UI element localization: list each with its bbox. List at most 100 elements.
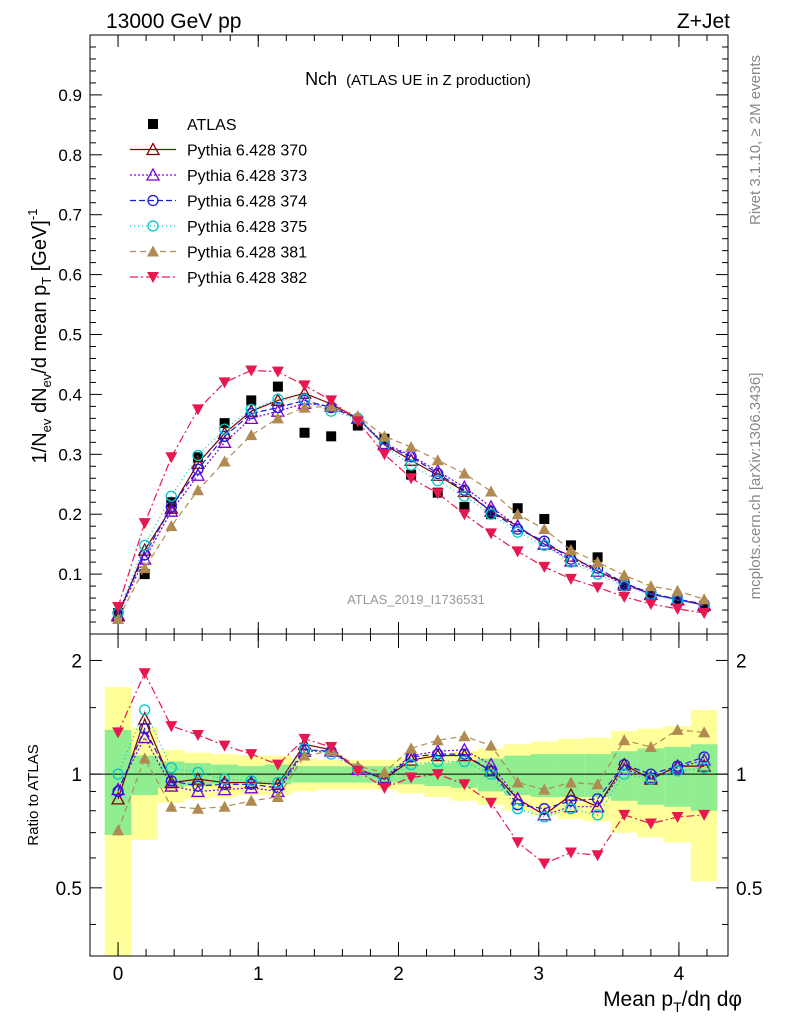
data-point — [618, 580, 630, 592]
main-frame — [89, 34, 729, 635]
ylabel-sup: -1 — [25, 209, 40, 221]
band-inner — [477, 758, 505, 792]
data-point — [139, 569, 150, 580]
data-point — [218, 423, 231, 435]
ylabel-sub: T — [39, 277, 54, 285]
legend-marker — [147, 272, 159, 283]
ratio-point — [190, 784, 206, 798]
data-point — [485, 505, 497, 517]
data-point — [564, 544, 577, 556]
data-point — [644, 599, 657, 611]
data-point — [139, 539, 151, 551]
band-inner — [158, 761, 185, 788]
data-point — [511, 546, 524, 558]
ratio-ylabel: Ratio to ATLAS — [25, 744, 42, 845]
data-point — [698, 608, 711, 620]
ylabel-sub: ev — [39, 418, 54, 432]
data-point — [591, 556, 604, 568]
ratio-point — [645, 773, 657, 785]
data-point — [539, 513, 550, 524]
ratio-point — [431, 734, 444, 746]
data-point — [671, 603, 684, 615]
ratio-point — [165, 800, 178, 812]
ratio-point — [271, 759, 284, 771]
ratio-point — [511, 837, 524, 849]
x-tick-label: 0 — [113, 964, 124, 985]
x-tick-label: 3 — [533, 964, 544, 985]
header-left: 13000 GeV pp — [106, 10, 241, 33]
data-point — [192, 449, 204, 462]
ratio-point — [405, 742, 418, 754]
ratio-point — [591, 809, 604, 821]
legend-marker — [145, 167, 161, 181]
ylabel-sub: ev — [39, 373, 54, 387]
band-inner — [664, 746, 691, 807]
ratio-point — [218, 800, 231, 812]
ratio-point — [458, 730, 471, 742]
ratio-point — [139, 722, 151, 735]
data-point — [432, 467, 444, 480]
ratio-point — [643, 770, 658, 784]
legend-marker — [147, 220, 159, 232]
data-point — [246, 395, 257, 406]
ratio-point — [245, 749, 258, 761]
xlabel-sub: T — [673, 999, 682, 1015]
data-point — [432, 475, 444, 487]
legend-marker — [147, 245, 159, 257]
ratio-point — [485, 765, 497, 777]
ratio-series-4 — [112, 723, 711, 836]
ratio-point — [244, 780, 259, 794]
ratio-point — [110, 791, 126, 805]
ratio-point — [458, 779, 471, 791]
data-point — [138, 518, 151, 530]
xlabel-part: /dη dφ — [682, 988, 742, 1011]
data-point — [192, 463, 204, 475]
data-point — [458, 467, 471, 479]
data-point — [404, 452, 419, 466]
ratio-point — [644, 740, 657, 752]
ratio-point — [538, 803, 550, 815]
legend-marker — [147, 194, 159, 207]
legend-label: Pythia 6.428 370 — [187, 143, 307, 160]
ratio-point — [432, 755, 444, 768]
main-title-text: Nch — [305, 69, 337, 89]
data-point — [245, 429, 258, 441]
data-point — [405, 459, 417, 471]
main-panel: 0.1 0.2 0.3 0.4 0.5 0.6 0.7 0.8 0.9 Nch (ATLAS U… — [25, 34, 729, 635]
ratio-point — [112, 727, 125, 739]
ratio-point — [590, 799, 605, 813]
ratio-y-tick-label: 2 — [71, 651, 82, 672]
ratio-point — [591, 793, 604, 805]
series-4 — [112, 393, 710, 619]
series-line — [117, 399, 705, 614]
y-tick-label: 0.7 — [58, 206, 82, 225]
ratio-point — [218, 778, 231, 790]
data-point — [459, 502, 470, 513]
ratio-point — [432, 748, 444, 760]
ratio-point — [218, 773, 231, 785]
ratio-point — [512, 803, 524, 815]
ratio-frame — [89, 633, 729, 957]
data-point — [591, 582, 604, 594]
ylabel-part: dN — [29, 387, 51, 418]
data-point — [271, 366, 284, 378]
data-point — [165, 452, 178, 464]
data-point — [378, 449, 391, 461]
ratio-point — [271, 790, 284, 802]
data-point — [512, 526, 524, 538]
y-tick-label: 0.5 — [58, 326, 82, 345]
data-point — [671, 584, 684, 596]
ratio-point — [217, 782, 232, 796]
ratio-y-tick-label-right: 2 — [736, 651, 747, 672]
legend: ATLAS Pythia 6.428 370 Pythia 6.428 373 Pyt… — [130, 117, 307, 287]
data-point — [699, 602, 710, 613]
ratio-y-tick-label: 1 — [71, 765, 82, 786]
ratio-point — [191, 802, 204, 814]
ratio-point — [538, 783, 551, 795]
data-point — [217, 434, 232, 448]
ratio-point — [457, 742, 472, 756]
ratio-point — [165, 775, 177, 787]
data-point — [165, 501, 177, 513]
ratio-point — [458, 748, 471, 760]
ratio-point — [245, 775, 257, 787]
